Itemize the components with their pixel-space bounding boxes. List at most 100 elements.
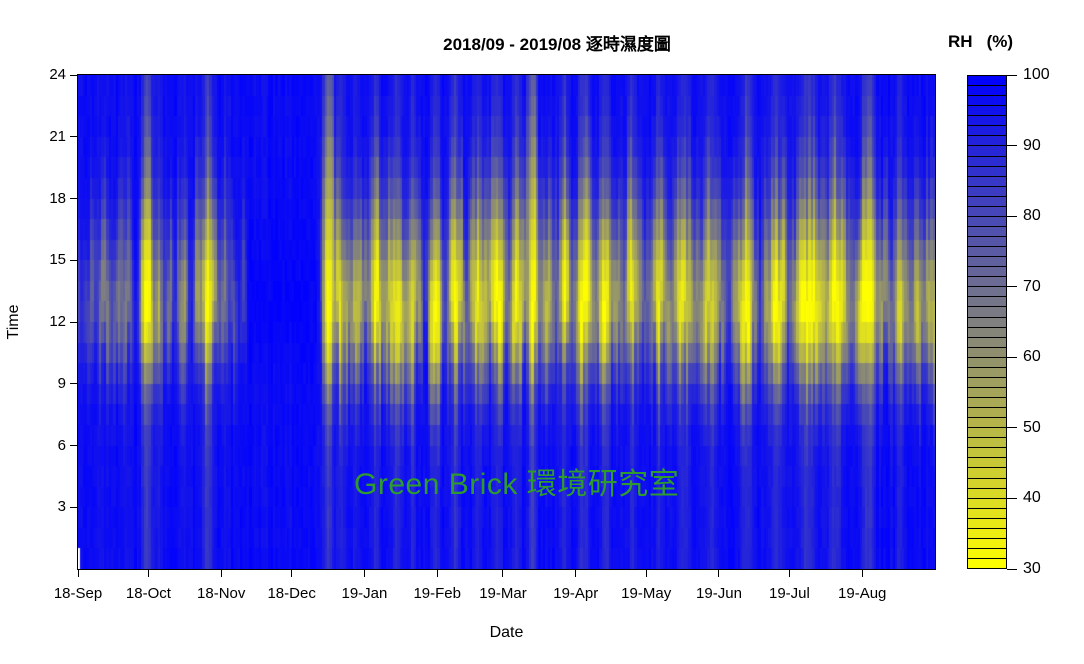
colorbar-tick-label: 100	[1023, 66, 1050, 83]
colorbar-cell	[968, 398, 1006, 409]
page-title: 2018/09 - 2019/08 逐時濕度圖	[443, 35, 671, 54]
x-tick-mark	[363, 570, 365, 577]
colorbar-cell	[968, 548, 1006, 559]
y-tick-label: 15	[49, 251, 66, 269]
colorbar-cell	[968, 307, 1006, 318]
colorbar-tick-label: 40	[1023, 489, 1041, 507]
colorbar-cell	[968, 126, 1006, 137]
colorbar-cell	[968, 347, 1006, 358]
colorbar-cell	[968, 136, 1006, 147]
colorbar-cell	[968, 176, 1006, 187]
x-tick-label: 19-Jan	[341, 585, 388, 602]
colorbar-cell	[968, 528, 1006, 539]
colorbar-cell	[968, 367, 1006, 378]
x-tick-mark	[147, 570, 149, 577]
x-tick-mark	[718, 570, 720, 577]
y-tick-label: 6	[57, 436, 66, 454]
colorbar-tick-label: 60	[1023, 348, 1041, 366]
x-tick-mark	[220, 570, 222, 577]
x-tick-label: 19-Mar	[479, 585, 527, 602]
colorbar-cell	[968, 327, 1006, 338]
y-axis-label: Time	[5, 304, 22, 340]
x-tick-mark	[436, 570, 438, 577]
y-tick-label: 9	[57, 374, 66, 392]
colorbar-tick-mark	[1007, 215, 1017, 217]
colorbar-cell	[968, 508, 1006, 519]
x-tick-label: 18-Nov	[197, 585, 246, 602]
colorbar-cell	[968, 387, 1006, 398]
colorbar-cell	[968, 418, 1006, 429]
colorbar-cell	[968, 237, 1006, 248]
colorbar-cell	[968, 428, 1006, 439]
colorbar-tick-label: 70	[1023, 277, 1041, 295]
colorbar-cell	[968, 216, 1006, 227]
colorbar-cell	[968, 206, 1006, 217]
colorbar-tick-label: 90	[1023, 136, 1041, 154]
colorbar-cell	[968, 337, 1006, 348]
colorbar-cell	[968, 559, 1006, 569]
x-tick-mark	[788, 570, 790, 577]
colorbar-tick-mark	[1007, 427, 1017, 429]
colorbar-cell	[968, 257, 1006, 268]
colorbar-tick-mark	[1007, 145, 1017, 147]
colorbar-cell	[968, 438, 1006, 449]
colorbar-cell	[968, 146, 1006, 157]
x-tick-label: 19-Feb	[413, 585, 461, 602]
colorbar-cell	[968, 478, 1006, 489]
colorbar-cell	[968, 247, 1006, 258]
y-tick-mark	[70, 136, 77, 138]
colorbar-cell	[968, 166, 1006, 177]
colorbar-tick-label: 50	[1023, 418, 1041, 436]
plot-area: Green Brick 環境研究室	[77, 74, 936, 570]
x-tick-label: 18-Oct	[125, 585, 171, 602]
colorbar-cell	[968, 458, 1006, 469]
colorbar-cell	[968, 297, 1006, 308]
colorbar-cell	[968, 448, 1006, 459]
colorbar-cell	[968, 196, 1006, 207]
y-tick-mark	[70, 198, 77, 199]
heatmap-canvas	[78, 75, 935, 569]
colorbar-tick-label: 30	[1023, 560, 1041, 577]
colorbar-cell	[968, 357, 1006, 368]
y-tick-mark	[70, 259, 77, 261]
colorbar	[967, 75, 1007, 569]
x-axis-label: Date	[489, 624, 524, 641]
y-tick-mark	[70, 506, 77, 508]
x-tick-label: 18-Dec	[267, 585, 316, 602]
colorbar-cell	[968, 468, 1006, 479]
colorbar-tick-mark	[1007, 568, 1017, 570]
colorbar-cell	[968, 186, 1006, 197]
y-tick-label: 3	[57, 498, 66, 516]
y-tick-label: 24	[49, 66, 66, 83]
x-tick-mark	[575, 570, 577, 577]
colorbar-cell	[968, 226, 1006, 237]
colorbar-tick-mark	[1007, 356, 1017, 358]
colorbar-cell	[968, 116, 1006, 127]
colorbar-unit-text: (%)	[986, 32, 1014, 51]
y-tick-label: 12	[49, 313, 66, 330]
x-tick-mark	[291, 570, 293, 577]
colorbar-cell	[968, 408, 1006, 419]
colorbar-cell	[968, 377, 1006, 388]
watermark: Green Brick 環境研究室	[354, 468, 680, 501]
colorbar-cell	[968, 538, 1006, 549]
x-tick-mark	[77, 570, 79, 577]
y-tick-label: 18	[49, 189, 66, 207]
x-tick-label: 19-Aug	[838, 585, 887, 602]
colorbar-cell	[968, 518, 1006, 529]
colorbar-title-text: RH	[948, 32, 973, 51]
colorbar-cell	[968, 156, 1006, 167]
y-tick-mark	[70, 445, 77, 446]
x-tick-mark	[502, 570, 504, 577]
x-tick-label: 19-Jun	[696, 585, 742, 602]
x-tick-mark	[645, 570, 647, 577]
colorbar-tick-label: 80	[1023, 207, 1041, 225]
x-tick-label: 19-May	[621, 585, 672, 602]
x-tick-label: 19-Jul	[768, 585, 810, 602]
colorbar-cell	[968, 488, 1006, 499]
y-tick-mark	[70, 321, 77, 323]
y-tick-label: 21	[49, 127, 66, 145]
colorbar-cell	[968, 287, 1006, 298]
colorbar-cell	[968, 96, 1006, 107]
